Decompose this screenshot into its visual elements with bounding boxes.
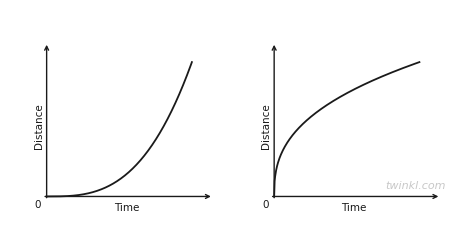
Text: Time: Time <box>114 203 139 213</box>
Text: twinkl.com: twinkl.com <box>385 182 446 191</box>
Text: Distance: Distance <box>261 104 271 150</box>
Text: Distance: Distance <box>34 104 44 150</box>
Text: Time: Time <box>341 203 367 213</box>
Text: 0: 0 <box>262 200 269 210</box>
Text: 0: 0 <box>35 200 41 210</box>
